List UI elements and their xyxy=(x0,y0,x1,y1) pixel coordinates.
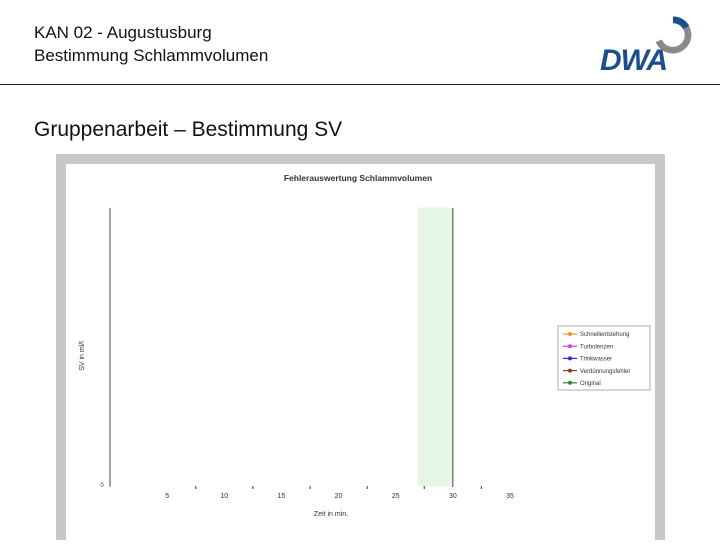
chart-frame: Fehlerauswertung Schlammvolumen SV in ml… xyxy=(56,154,665,540)
legend-label: Original xyxy=(580,381,601,387)
legend-label: Verdünnungsfehler xyxy=(580,369,630,375)
chart-title: Fehlerauswertung Schlammvolumen xyxy=(284,173,432,183)
legend-marker xyxy=(568,356,572,361)
x-tick-label: 5 xyxy=(165,493,169,500)
y-axis-label: SV in ml/l xyxy=(79,341,86,371)
legend-marker xyxy=(568,368,572,373)
x-axis-label: Zeit in min. xyxy=(314,511,348,518)
legend: Schnellentstehung Turbolenzen Trinkwasser V… xyxy=(557,325,651,391)
header-subtitle: Bestimmung Schlammvolumen xyxy=(34,46,269,65)
legend-marker xyxy=(568,332,572,336)
x-tick-label: 30 xyxy=(449,493,457,500)
x-tick-label: 35 xyxy=(506,493,514,500)
section-title: Gruppenarbeit – Bestimmung SV xyxy=(34,118,343,141)
chart-area: Fehlerauswertung Schlammvolumen SV in ml… xyxy=(66,164,655,540)
legend-marker xyxy=(568,380,572,385)
x-tick-label: 10 xyxy=(220,493,228,500)
x-tick-label: 15 xyxy=(278,493,286,500)
legend-label: Turbolenzen xyxy=(580,344,613,350)
y-ticks: 0 xyxy=(100,483,104,489)
header-divider xyxy=(0,84,720,85)
dwa-logo: DWA xyxy=(598,14,698,77)
logo-text: DWA xyxy=(600,44,668,77)
x-ticks: 5 10 15 20 25 30 35 xyxy=(165,486,514,500)
legend-label: Trinkwasser xyxy=(580,357,612,363)
y-tick-label: 0 xyxy=(100,483,104,489)
header-title: KAN 02 - Augustusburg xyxy=(34,23,212,42)
x-tick-label: 20 xyxy=(335,493,343,500)
legend-marker xyxy=(568,344,572,349)
chart-svg: Fehlerauswertung Schlammvolumen SV in ml… xyxy=(79,173,651,518)
logo-ring-icon xyxy=(655,16,692,54)
legend-label: Schnellentstehung xyxy=(580,332,629,338)
highlight-band xyxy=(418,207,454,488)
x-tick-label: 25 xyxy=(392,493,400,500)
legend-box xyxy=(557,325,651,391)
